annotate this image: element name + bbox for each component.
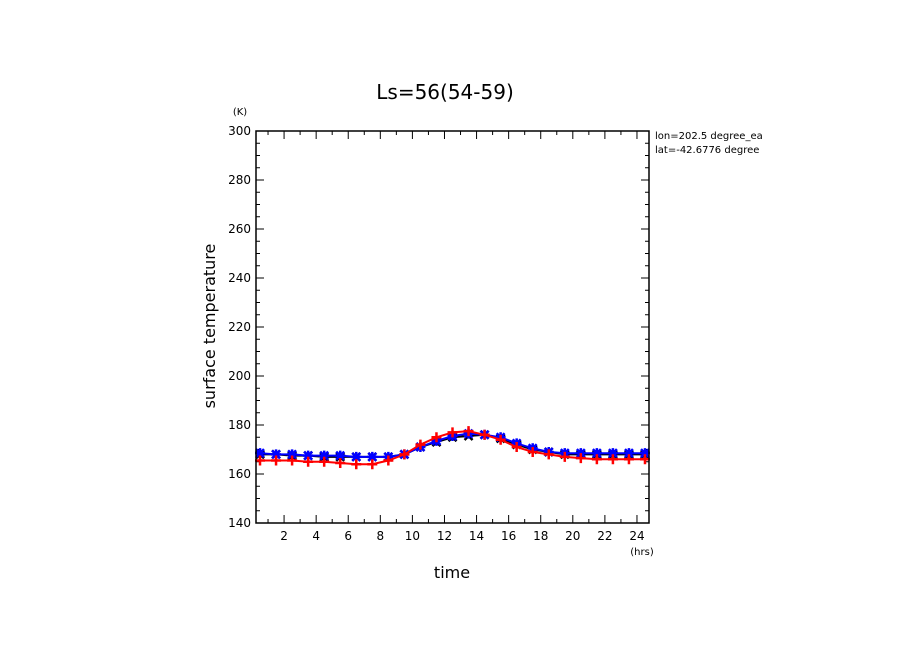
y-tick-label: 300 (228, 124, 251, 138)
data-point (623, 454, 634, 465)
x-tick-label: 8 (376, 529, 384, 543)
data-point (559, 451, 570, 462)
x-tick-label: 18 (533, 529, 548, 543)
data-point (399, 449, 410, 460)
chart-title: Ls=56(54-59) (376, 80, 514, 104)
data-point (271, 449, 282, 460)
x-tick-label: 2 (280, 529, 288, 543)
x-tick-label: 24 (629, 529, 644, 543)
x-unit-label: (hrs) (630, 547, 654, 558)
data-point (367, 459, 378, 470)
data-point (303, 456, 314, 467)
x-tick-label: 10 (405, 529, 420, 543)
data-point (447, 427, 458, 438)
data-point (319, 456, 330, 467)
y-tick-label: 240 (228, 271, 251, 285)
data-point (639, 448, 650, 459)
data-point (575, 453, 586, 464)
x-tick-label: 16 (501, 529, 516, 543)
x-tick-label: 4 (312, 529, 320, 543)
data-point (287, 449, 298, 460)
y-tick-label: 200 (228, 369, 251, 383)
y-tick-label: 260 (228, 222, 251, 236)
data-point (463, 426, 474, 437)
data-point (367, 451, 378, 462)
data-point (527, 446, 538, 457)
x-axis-title: time (434, 563, 470, 582)
data-point (479, 429, 490, 440)
y-tick-label: 280 (228, 173, 251, 187)
series-2 (255, 426, 650, 470)
y-tick-label: 220 (228, 320, 251, 334)
lat-annotation: lat=-42.6776 degree (655, 145, 759, 156)
axis-ticks: 2 4 6 8 10 12 14 16 18 20 22 2414016018020022024026… (228, 124, 649, 543)
data-point (607, 454, 618, 465)
data-point (607, 448, 618, 459)
y-tick-label: 160 (228, 467, 251, 481)
data-point (335, 457, 346, 468)
y-axis-title: surface temperature (200, 244, 219, 409)
data-point (431, 432, 442, 443)
data-point (287, 455, 298, 466)
lon-annotation: lon=202.5 degree_ea (655, 131, 763, 142)
y-tick-label: 180 (228, 418, 251, 432)
series-layer (255, 426, 650, 470)
data-point (319, 450, 330, 461)
x-tick-label: 22 (597, 529, 612, 543)
data-point (591, 448, 602, 459)
data-point (415, 439, 426, 450)
data-point (351, 451, 362, 462)
data-point (351, 459, 362, 470)
x-tick-label: 20 (565, 529, 580, 543)
x-tick-label: 6 (344, 529, 352, 543)
data-point (303, 450, 314, 461)
plot-frame (255, 130, 650, 524)
data-point (335, 450, 346, 461)
x-tick-label: 14 (469, 529, 484, 543)
data-point (511, 442, 522, 453)
data-point (271, 455, 282, 466)
data-point (623, 448, 634, 459)
data-point (495, 434, 506, 445)
data-point (383, 455, 394, 466)
x-tick-label: 12 (437, 529, 452, 543)
y-unit-label: (K) (233, 107, 247, 118)
data-point (255, 448, 266, 459)
data-point (591, 454, 602, 465)
data-point (543, 449, 554, 460)
y-tick-label: 140 (228, 516, 251, 530)
